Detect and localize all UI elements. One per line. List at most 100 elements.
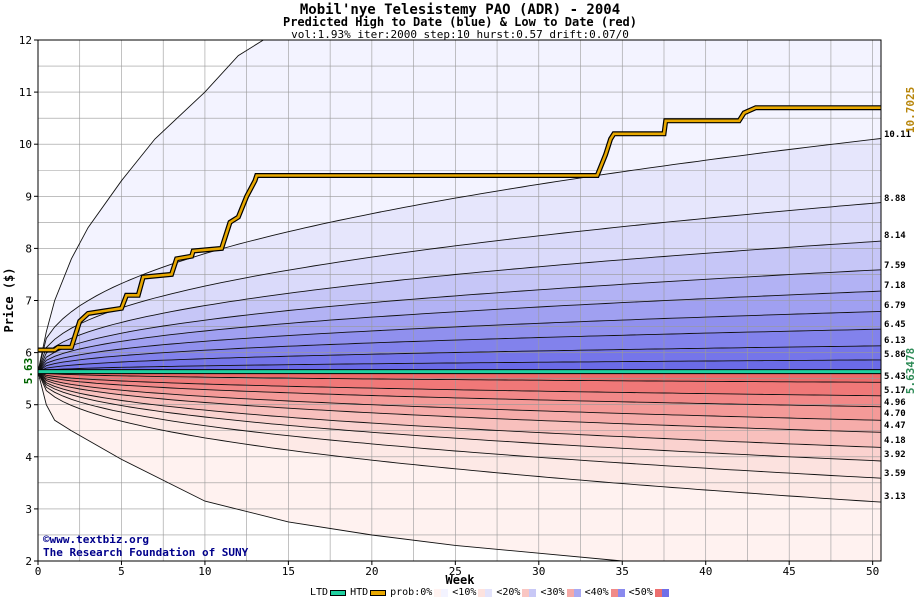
y-tick-label: 8 (25, 242, 32, 255)
quantile-line-0 (37, 138, 882, 373)
y-tick-label: 5 (25, 399, 32, 412)
probability-bands (38, 40, 881, 561)
legend-p10-swatch (478, 588, 493, 597)
quantile-lines (37, 39, 882, 562)
x-axis-label: Week (446, 573, 476, 587)
legend-prob0: prob:0% (390, 587, 450, 598)
legend-p20-label: <20% (496, 587, 521, 598)
quantile-end-label: 3.13 (884, 492, 906, 502)
quantile-line-2 (37, 240, 882, 373)
quantile-line-8 (37, 359, 881, 373)
credit-org: The Research Foundation of SUNY (43, 546, 249, 559)
legend-p10-label: <10% (452, 587, 477, 598)
chart-title: Mobil'nye Telesistemy PAO (ADR) - 2004 (299, 2, 621, 18)
quantile-end-label: 4.18 (884, 436, 906, 446)
quantile-line-15 (37, 371, 882, 462)
quantile-line-17 (37, 371, 882, 503)
y-tick-label: 4 (25, 451, 32, 464)
x-tick-label: 45 (783, 565, 796, 578)
legend-p40-label: <40% (584, 587, 609, 598)
chart-params: vol:1.93% iter:2000 step:10 hurst:0.57 d… (291, 28, 629, 41)
credit-url: ©www.textbiz.org (43, 533, 149, 546)
quantile-line-4 (37, 290, 882, 373)
legend-p40: <40% (585, 587, 627, 598)
legend-p20-swatch (522, 588, 537, 597)
quantile-line-16 (37, 371, 882, 479)
envelope-upper-line (37, 39, 264, 372)
legend-p30: <30% (540, 587, 582, 598)
legend-p10: <10% (452, 587, 494, 598)
quantile-line-13 (37, 371, 882, 433)
quantile-end-label: 8.88 (884, 194, 906, 204)
quantile-end-label: 5.17 (884, 386, 906, 396)
quantile-line-3 (37, 269, 882, 373)
quantile-end-labels: 10.11 8.88 8.14 7.59 7.18 6.79 6.45 6.13 5.86 5.4… (884, 130, 911, 502)
x-tick-label: 25 (449, 565, 462, 578)
legend-htd-label: HTD (350, 587, 369, 598)
quantile-end-label: 7.59 (884, 261, 906, 271)
quantile-end-label: 6.79 (884, 301, 906, 311)
y-tick-label: 11 (19, 86, 32, 99)
band-upper-0 (38, 359, 881, 372)
quantile-end-label: 4.96 (884, 398, 906, 408)
legend-p40-swatch (610, 588, 625, 597)
x-tick-label: 20 (365, 565, 378, 578)
quantile-end-label: 5.43 (884, 372, 906, 382)
y-tick-label: 2 (25, 555, 32, 568)
quantile-end-label: 3.92 (884, 450, 906, 460)
legend-p50-label: <50% (628, 587, 653, 598)
y-tick-label: 12 (19, 34, 32, 47)
x-tick-label: 0 (35, 565, 42, 578)
y-tick-label: 7 (25, 295, 32, 308)
legend-htd-swatch (370, 589, 387, 596)
quantile-end-label: 7.18 (884, 281, 906, 291)
quantile-line-12 (37, 371, 882, 421)
legend-p30-swatch (566, 588, 581, 597)
y-axis-ticks: 2 3 4 5 6 7 8 9 10 11 12 (19, 34, 38, 568)
x-tick-label: 15 (282, 565, 295, 578)
x-tick-label: 40 (699, 565, 712, 578)
quantile-end-label: 5.86 (884, 350, 906, 360)
quantile-line-10 (37, 371, 882, 397)
x-tick-label: 5 (118, 565, 125, 578)
x-axis-ticks: 0 5 10 15 20 25 30 35 40 45 50 (35, 561, 879, 578)
quantile-end-label: 8.14 (884, 231, 906, 241)
y-tick-label: 9 (25, 190, 32, 203)
start-price-label: 5.63 (22, 358, 35, 385)
quantile-end-label: 3.59 (884, 469, 906, 479)
htd-final-label: 10.7025 (904, 87, 917, 133)
ltd-final-label: 5.63478 (904, 348, 917, 394)
quantile-line-11 (37, 371, 882, 408)
legend-p50: <50% (629, 587, 671, 598)
y-axis-label: Price ($) (2, 267, 16, 332)
quantile-line-14 (37, 371, 882, 448)
y-tick-label: 6 (25, 347, 32, 360)
series-lines (38, 105, 881, 375)
grid-lines (38, 40, 881, 561)
legend-prob0-label: prob:0% (390, 587, 433, 598)
legend-htd: HTD (350, 587, 388, 598)
quantile-end-label: 4.70 (884, 409, 906, 419)
legend-ltd-label: LTD (310, 587, 329, 598)
x-tick-label: 50 (866, 565, 879, 578)
quantile-line-6 (37, 328, 882, 373)
y-tick-label: 3 (25, 503, 32, 516)
x-tick-label: 30 (532, 565, 545, 578)
quantile-end-label: 6.45 (884, 320, 906, 330)
legend-prob0-swatch (434, 588, 449, 597)
x-tick-label: 35 (616, 565, 629, 578)
quantile-line-7 (37, 345, 882, 373)
legend-p30-label: <30% (540, 587, 565, 598)
quantile-end-label: 4.47 (884, 421, 906, 431)
legend-p20: <20% (496, 587, 538, 598)
htd-line (38, 106, 881, 352)
y-tick-label: 10 (19, 138, 32, 151)
envelope-lower-line (37, 371, 623, 562)
legend-ltd-swatch (330, 589, 347, 596)
band-lower-0 (38, 371, 881, 383)
quantile-line-1 (37, 202, 882, 373)
quantile-end-label: 6.13 (884, 336, 906, 346)
legend: LTD HTD prob:0% <10% <20% <30% <40% <50% (310, 587, 673, 598)
legend-p50-swatch (654, 588, 669, 597)
